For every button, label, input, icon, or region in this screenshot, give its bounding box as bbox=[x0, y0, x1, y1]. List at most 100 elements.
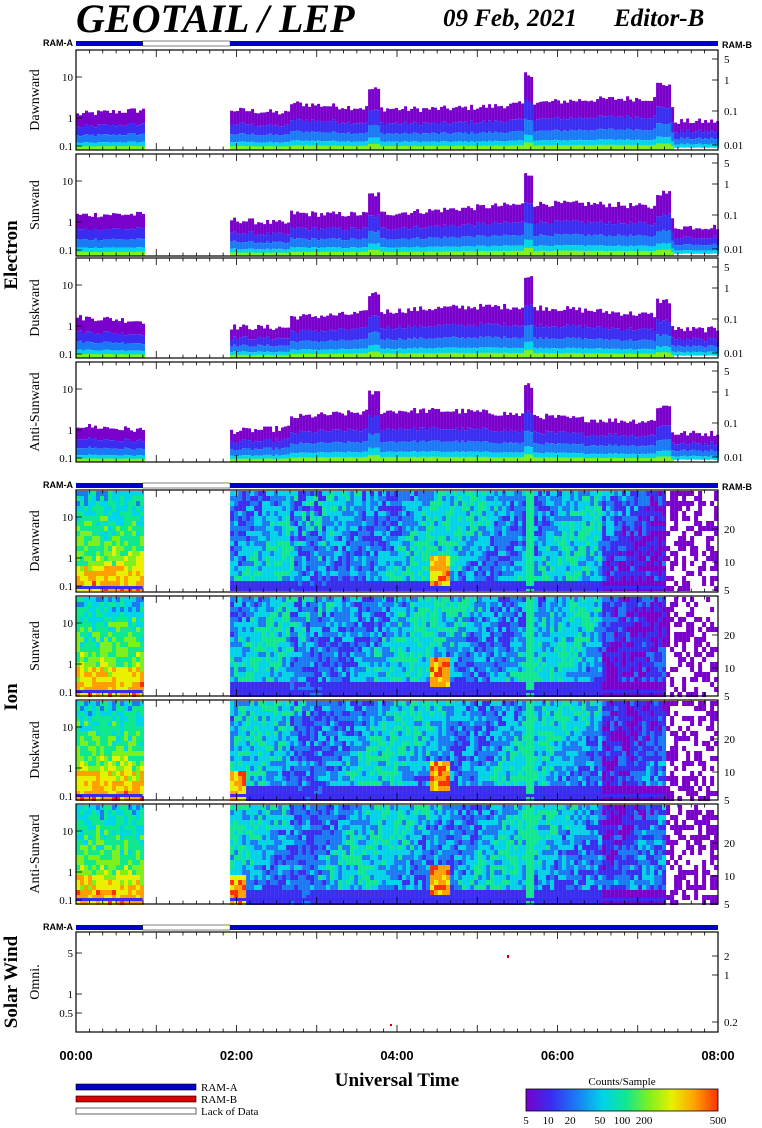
ram-bar: RAM-A RAM-B bbox=[43, 38, 752, 50]
legend-lack-of-data-swatch bbox=[75, 1107, 197, 1115]
x-tick-label: 00:00 bbox=[59, 1048, 92, 1063]
left-axis-tick-label: 0.1 bbox=[59, 791, 73, 803]
right-axis-tick-label: 2 bbox=[724, 951, 730, 963]
panel-electron-anti-sunward: 10 1 0.1 5 1 0.1 0.01 Anti-Sunward bbox=[28, 361, 743, 465]
ram-a-segment bbox=[76, 483, 143, 488]
left-axis-tick-label: 10 bbox=[62, 512, 74, 524]
panel-solar-wind-omni-: 5 1 0.5 2 1 0.2 Omni. bbox=[28, 931, 738, 1033]
right-axis-tick-label: 1 bbox=[724, 179, 730, 191]
right-axis-tick-label: 5 bbox=[724, 585, 730, 597]
ram-a-segment bbox=[76, 925, 143, 930]
x-tick-label: 04:00 bbox=[380, 1048, 413, 1063]
panel-ion-anti-sunward: 10 1 0.1 20 10 5 Anti-Sunward bbox=[28, 803, 736, 911]
x-axis-label: Universal Time bbox=[335, 1070, 459, 1091]
right-axis-tick-label: 0.1 bbox=[724, 106, 738, 118]
left-axis-tick-label: 1 bbox=[68, 659, 74, 671]
ram-a-label: RAM-A bbox=[43, 38, 73, 48]
right-axis-tick-label: 10 bbox=[724, 871, 736, 883]
right-axis-tick-label: 20 bbox=[724, 524, 736, 536]
panel-electron-duskward: 10 1 0.1 5 1 0.1 0.01 Duskward bbox=[28, 257, 743, 361]
ram-b-label: RAM-B bbox=[722, 40, 752, 50]
colorbar-tick-label: 500 bbox=[710, 1115, 727, 1127]
left-axis-tick-label: 0.1 bbox=[59, 581, 73, 593]
left-axis-tick-label: 0.1 bbox=[59, 245, 73, 257]
panel-label: Anti-Sunward bbox=[28, 814, 43, 893]
panel-ion-duskward: 10 1 0.1 20 10 5 Duskward bbox=[28, 699, 736, 807]
left-axis-tick-label: 10 bbox=[62, 280, 74, 292]
left-axis-tick-label: 0.1 bbox=[59, 687, 73, 699]
ram-a-label: RAM-A bbox=[43, 922, 73, 932]
lack-of-data-segment bbox=[142, 924, 231, 931]
figure-title: GEOTAIL / LEP bbox=[76, 0, 355, 41]
right-axis-tick-label: 10 bbox=[724, 663, 736, 675]
panel-label: Duskward bbox=[28, 721, 43, 779]
ram-b-label: RAM-B bbox=[722, 482, 752, 492]
right-axis-tick-label: 5 bbox=[724, 366, 730, 378]
left-axis-tick-label: 10 bbox=[62, 72, 74, 84]
right-axis-tick-label: 1 bbox=[724, 387, 730, 399]
right-axis-tick-label: 20 bbox=[724, 630, 736, 642]
right-axis-tick-label: 10 bbox=[724, 557, 736, 569]
figure-date: 09 Feb, 2021 bbox=[443, 5, 577, 32]
left-axis-tick-label: 1 bbox=[68, 321, 74, 333]
panel-ion-sunward: 10 1 0.1 20 10 5 Sunward bbox=[28, 595, 736, 703]
right-axis-tick-label: 5 bbox=[724, 54, 730, 66]
x-tick-label: 08:00 bbox=[701, 1048, 734, 1063]
ram-bar: RAM-A bbox=[43, 922, 718, 932]
colorbar-title: Counts/Sample bbox=[588, 1076, 655, 1088]
right-axis-tick-label: 0.01 bbox=[724, 452, 743, 464]
ram-bar: RAM-A RAM-B bbox=[43, 480, 752, 492]
right-axis-tick-label: 1 bbox=[724, 283, 730, 295]
left-axis-tick-label: 0.1 bbox=[59, 141, 73, 153]
panel-label: Sunward bbox=[28, 180, 43, 230]
left-axis-tick-label: 10 bbox=[62, 176, 74, 188]
colorbar-tick-label: 10 bbox=[543, 1115, 555, 1127]
left-axis-tick-label: 1 bbox=[68, 763, 74, 775]
left-axis-tick-label: 0.1 bbox=[59, 349, 73, 361]
right-axis-tick-label: 0.1 bbox=[724, 314, 738, 326]
right-axis-tick-label: 5 bbox=[724, 158, 730, 170]
group-label-ion: Ion bbox=[1, 683, 22, 711]
colorbar-tick-label: 50 bbox=[594, 1115, 606, 1127]
left-axis-tick-label: 1 bbox=[68, 989, 74, 1001]
legend-ram-b-swatch bbox=[75, 1095, 197, 1103]
panel-label: Dawnward bbox=[28, 510, 43, 571]
colorbar bbox=[525, 1088, 719, 1112]
legend-ram-b-label: RAM-B bbox=[201, 1094, 237, 1106]
left-axis-tick-label: 5 bbox=[68, 948, 74, 960]
right-axis-tick-label: 0.2 bbox=[724, 1017, 738, 1029]
panel-label: Sunward bbox=[28, 621, 43, 671]
data-point bbox=[390, 1024, 392, 1026]
colorbar-tick-label: 20 bbox=[565, 1115, 577, 1127]
panel-label: Dawnward bbox=[28, 69, 43, 130]
left-axis-tick-label: 1 bbox=[68, 553, 74, 565]
right-axis-tick-label: 20 bbox=[724, 838, 736, 850]
right-axis-tick-label: 0.1 bbox=[724, 418, 738, 430]
ram-a-label: RAM-A bbox=[43, 480, 73, 490]
panel-ion-dawnward: 10 1 0.1 20 10 5 Dawnward bbox=[28, 489, 736, 597]
colorbar-tick-label: 200 bbox=[636, 1115, 653, 1127]
ram-a-segment bbox=[230, 483, 718, 488]
right-axis-tick-label: 1 bbox=[724, 970, 730, 982]
colorbar-tick-label: 5 bbox=[523, 1115, 529, 1127]
right-axis-tick-label: 0.01 bbox=[724, 348, 743, 360]
panel-electron-dawnward: 10 1 0.1 5 1 0.1 0.01 Dawnward bbox=[28, 49, 743, 153]
panel-label: Anti-Sunward bbox=[28, 372, 43, 451]
left-axis-tick-label: 10 bbox=[62, 384, 74, 396]
legend-lack-of-data-label: Lack of Data bbox=[201, 1106, 259, 1118]
data-point bbox=[507, 955, 509, 958]
panel-label: Omni. bbox=[28, 964, 43, 999]
right-axis-tick-label: 5 bbox=[724, 795, 730, 807]
right-axis-tick-label: 5 bbox=[724, 899, 730, 911]
right-axis-tick-label: 5 bbox=[724, 691, 730, 703]
ram-a-segment bbox=[230, 925, 718, 930]
group-label-electron: Electron bbox=[1, 220, 22, 290]
x-tick-label: 06:00 bbox=[541, 1048, 574, 1063]
legend-ram-a-label: RAM-A bbox=[201, 1082, 238, 1094]
left-axis-tick-label: 10 bbox=[62, 618, 74, 630]
right-axis-tick-label: 0.1 bbox=[724, 210, 738, 222]
right-axis-tick-label: 5 bbox=[724, 262, 730, 274]
right-axis-tick-label: 0.01 bbox=[724, 244, 743, 256]
x-tick-label: 02:00 bbox=[220, 1048, 253, 1063]
